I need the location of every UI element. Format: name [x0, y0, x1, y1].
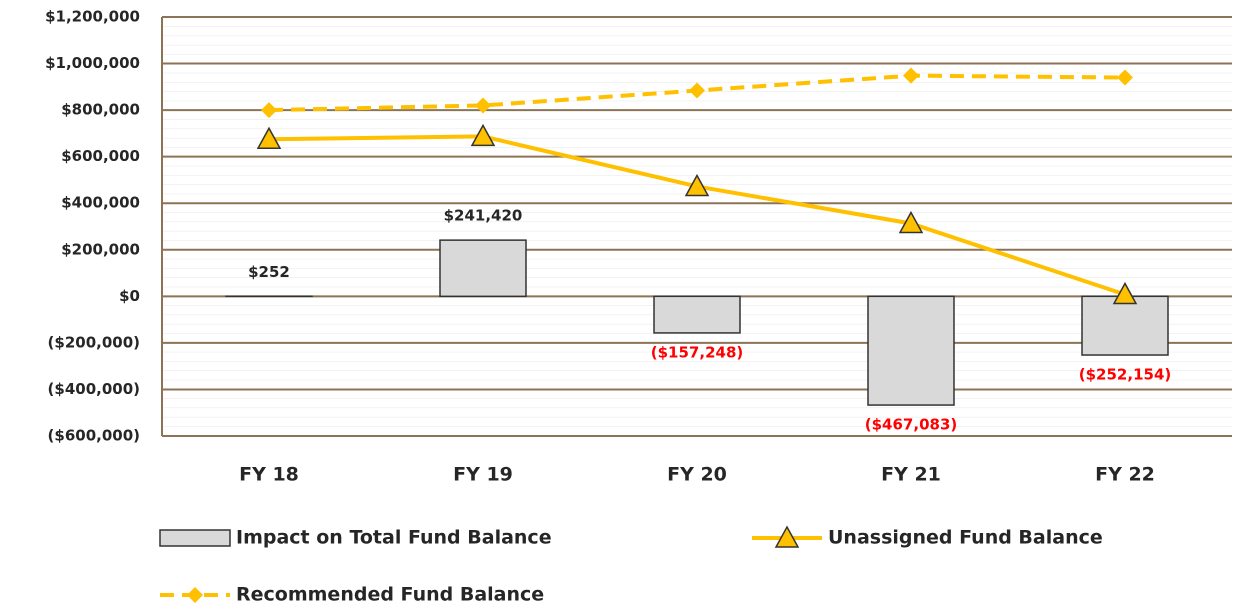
y-tick-label: $1,200,000: [45, 8, 140, 26]
marker: [475, 97, 491, 114]
x-tick-label: FY 19: [453, 464, 513, 486]
legend-marker: [774, 525, 800, 548]
legend-label: Unassigned Fund Balance: [828, 527, 1103, 549]
legend-marker: [187, 587, 203, 603]
marker: [1112, 281, 1138, 305]
marker: [684, 173, 710, 197]
y-tick-label: $400,000: [61, 194, 140, 212]
bar: [1081, 295, 1169, 356]
marker: [256, 126, 282, 149]
marker: [903, 67, 919, 84]
y-tick-label: $1,000,000: [45, 54, 140, 72]
legend-swatch: [159, 529, 231, 547]
y-tick-label: $0: [119, 287, 140, 305]
marker: [689, 82, 705, 99]
y-tick-label: $800,000: [61, 101, 140, 119]
legend-label: Recommended Fund Balance: [236, 584, 544, 606]
plot-background: [162, 17, 1232, 436]
x-tick-label: FY 22: [1095, 464, 1155, 486]
data-label: ($252,154): [1079, 366, 1171, 384]
marker: [261, 102, 277, 119]
legend-label: Impact on Total Fund Balance: [236, 527, 552, 549]
marker: [1117, 69, 1133, 86]
x-tick-label: FY 20: [667, 464, 727, 486]
y-tick-label: ($200,000): [48, 333, 140, 351]
data-label: ($157,248): [651, 343, 743, 361]
data-label: $252: [248, 263, 290, 281]
bar: [439, 239, 527, 298]
marker: [470, 123, 496, 147]
x-tick-label: FY 18: [239, 464, 299, 486]
bar: [653, 295, 741, 334]
data-label: ($467,083): [865, 416, 957, 434]
y-tick-label: ($600,000): [48, 427, 140, 445]
marker: [898, 210, 924, 234]
x-tick-label: FY 21: [881, 464, 941, 486]
data-label: $241,420: [444, 207, 523, 225]
y-tick-label: $200,000: [61, 240, 140, 258]
y-tick-label: $600,000: [61, 147, 140, 165]
y-tick-label: ($400,000): [48, 380, 140, 398]
bar: [867, 295, 955, 406]
